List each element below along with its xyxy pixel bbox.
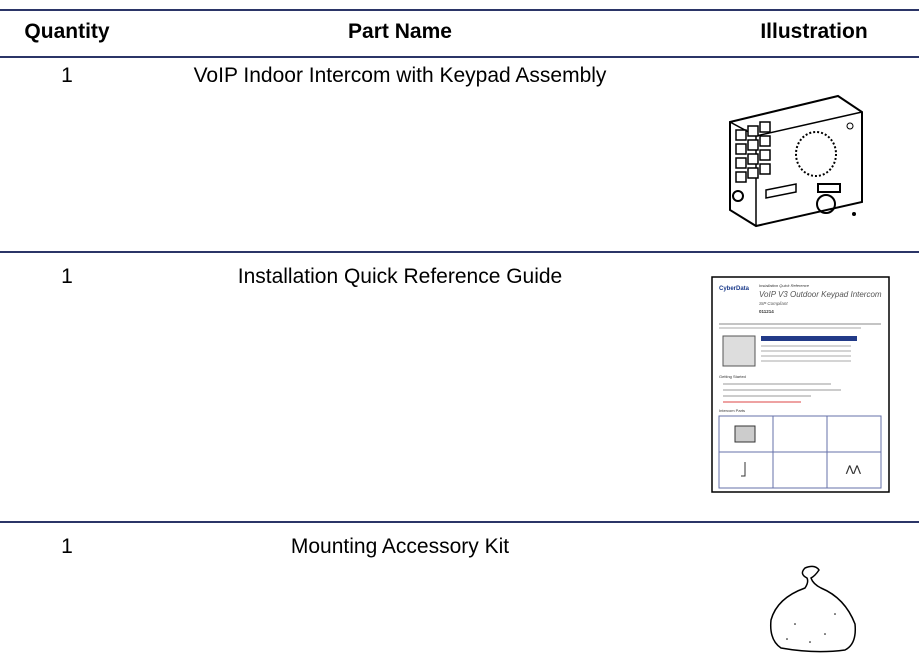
row-rule: [0, 521, 919, 523]
guide-section: Intercom Parts: [719, 408, 745, 413]
guide-brand: CyberData: [719, 286, 750, 292]
guide-doc-number: 011214: [759, 309, 774, 314]
header-cell: Illustration: [760, 20, 868, 43]
guide-section: Getting Started: [719, 374, 746, 379]
cell: VoIP Indoor Intercom with Keypad Assembl…: [193, 64, 607, 87]
header-cell: Part Name: [348, 20, 452, 43]
guide-illustration: CyberData Installation Quick Reference V…: [711, 276, 890, 493]
cell: 1: [61, 265, 73, 288]
cell: 1: [61, 64, 73, 87]
bag-illustration: [769, 565, 857, 653]
header-rule: [0, 9, 919, 11]
cell: Installation Quick Reference Guide: [237, 265, 563, 288]
guide-compliance: SIP Compliant: [759, 301, 788, 306]
row-rule: [0, 251, 919, 253]
row-rule: [0, 56, 919, 58]
cell: Mounting Accessory Kit: [290, 535, 510, 558]
guide-title: VoIP V3 Outdoor Keypad Intercom: [759, 290, 882, 299]
header-cell: Quantity: [24, 20, 110, 43]
guide-kicker: Installation Quick Reference: [759, 283, 810, 288]
svg-text:⋀⋀: ⋀⋀: [845, 464, 861, 474]
intercom-illustration: [729, 94, 863, 228]
cell: 1: [61, 535, 73, 558]
